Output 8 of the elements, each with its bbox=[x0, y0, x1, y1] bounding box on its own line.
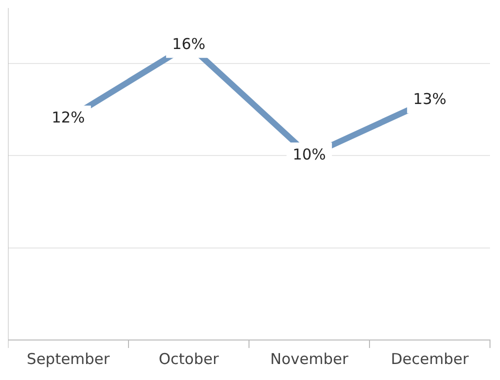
x-tick-label: December bbox=[390, 350, 470, 368]
data-label: 13% bbox=[413, 90, 446, 108]
data-label: 16% bbox=[172, 34, 206, 53]
data-label: 12% bbox=[52, 108, 85, 127]
x-tick-label: November bbox=[270, 350, 350, 368]
x-tick-label: September bbox=[26, 350, 111, 368]
x-tick-label: October bbox=[158, 350, 220, 368]
data-label: 10% bbox=[292, 145, 326, 164]
